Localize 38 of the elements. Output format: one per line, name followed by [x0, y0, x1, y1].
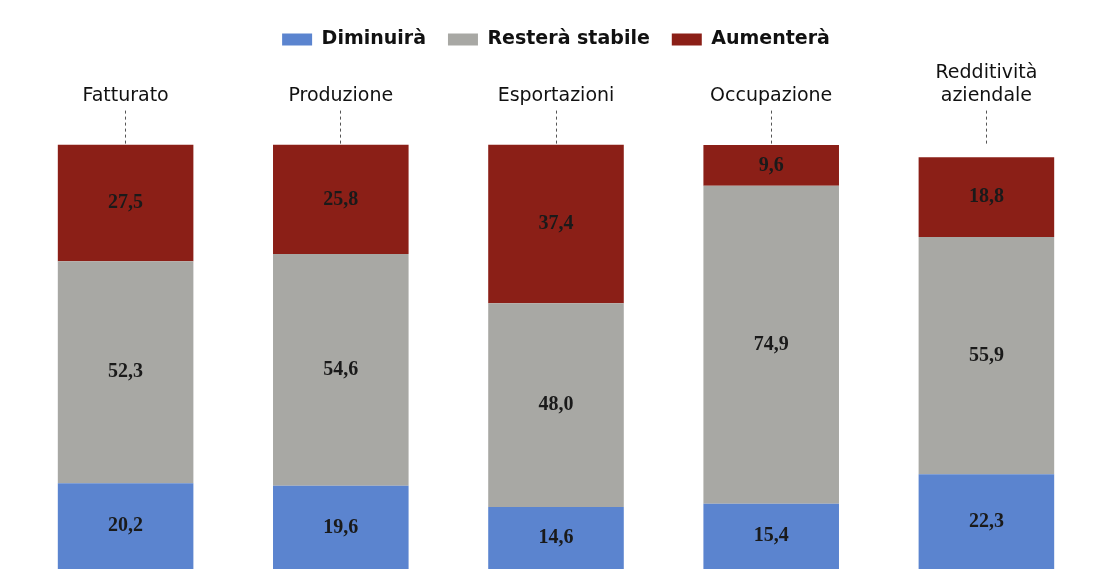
- data-label: 20,2: [108, 513, 144, 536]
- data-label: 37,4: [538, 211, 574, 234]
- data-label: 74,9: [753, 331, 789, 354]
- data-label: 15,4: [753, 523, 789, 546]
- data-label: 22,3: [968, 508, 1004, 531]
- data-label: 9,6: [758, 152, 784, 175]
- bar: [703, 185, 839, 504]
- bar: [57, 483, 194, 569]
- bar: [273, 485, 409, 569]
- x-tick-label: Esportazioni: [497, 83, 615, 106]
- x-tick-label: Fatturato: [82, 83, 169, 106]
- data-label: 48,0: [538, 392, 574, 415]
- data-label: 18,8: [968, 184, 1004, 207]
- bar: [918, 474, 1055, 569]
- data-label: 19,6: [323, 514, 359, 537]
- data-label: 55,9: [968, 342, 1004, 365]
- bar: [703, 145, 839, 186]
- x-tick-label: Occupazione: [710, 83, 833, 106]
- bar: [703, 503, 839, 569]
- legend-label: Diminuirà: [321, 26, 426, 49]
- x-tick-label: Redditività aziendale: [935, 60, 1038, 106]
- bar: [57, 261, 194, 484]
- data-label: 54,6: [323, 357, 359, 380]
- data-label: 25,8: [323, 186, 359, 209]
- data-label: 27,5: [108, 190, 144, 213]
- bar: [918, 157, 1055, 238]
- bar: [488, 507, 624, 569]
- data-label: 52,3: [108, 359, 144, 382]
- bar: [918, 237, 1055, 475]
- bar: [57, 144, 194, 262]
- bar: [488, 303, 624, 508]
- legend-label: Aumenterà: [711, 26, 830, 49]
- bar: [273, 254, 409, 486]
- bar: [273, 144, 409, 255]
- legend-label: Resterà stabile: [487, 26, 650, 49]
- bar: [488, 144, 624, 304]
- data-label: 14,6: [538, 525, 574, 548]
- x-tick-label: Produzione: [288, 83, 394, 106]
